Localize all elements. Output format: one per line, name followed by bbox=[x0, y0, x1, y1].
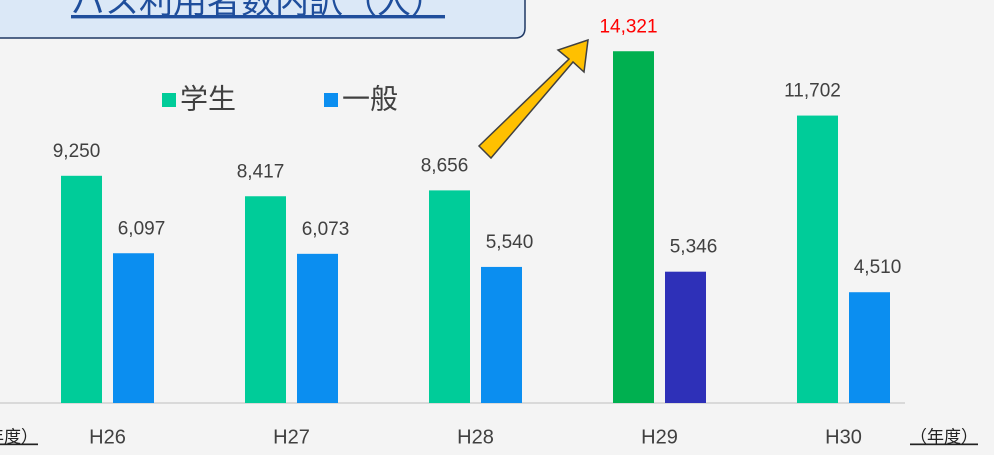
x-tick-label: H27 bbox=[273, 426, 310, 448]
highlight-arrow bbox=[477, 38, 589, 160]
x-axis-label: （年度） bbox=[910, 427, 978, 446]
legend-swatch bbox=[162, 93, 176, 107]
bar bbox=[113, 253, 154, 403]
bar bbox=[245, 196, 286, 403]
title-box bbox=[0, 0, 526, 39]
data-label: 4,510 bbox=[854, 257, 902, 278]
data-label: 5,540 bbox=[486, 232, 534, 253]
bar bbox=[61, 175, 102, 403]
bar bbox=[797, 115, 838, 403]
data-label: 6,073 bbox=[302, 219, 350, 240]
bar bbox=[613, 51, 654, 403]
data-label: 5,346 bbox=[670, 237, 718, 258]
bar bbox=[429, 190, 470, 403]
chart-title: バス利用者数内訳（人） bbox=[71, 0, 445, 21]
data-label: 9,250 bbox=[53, 141, 101, 162]
x-tick-label: H28 bbox=[457, 426, 494, 448]
data-label: 11,702 bbox=[784, 81, 841, 102]
x-tick-label: H26 bbox=[89, 426, 126, 448]
x-axis-label: （年度） bbox=[0, 427, 38, 446]
bar bbox=[665, 271, 706, 403]
data-label: 14,321 bbox=[599, 16, 657, 37]
x-tick-label: H29 bbox=[641, 426, 678, 448]
legend-label: 学生 bbox=[180, 83, 236, 114]
data-label: 6,097 bbox=[118, 218, 166, 239]
bar bbox=[849, 292, 890, 403]
bar bbox=[481, 266, 522, 403]
legend-label: 一般 bbox=[342, 83, 398, 114]
x-tick-label: H30 bbox=[825, 426, 862, 448]
data-label: 8,417 bbox=[237, 161, 285, 182]
data-label: 8,656 bbox=[421, 155, 469, 176]
legend-swatch bbox=[324, 93, 338, 107]
bar bbox=[297, 253, 338, 403]
